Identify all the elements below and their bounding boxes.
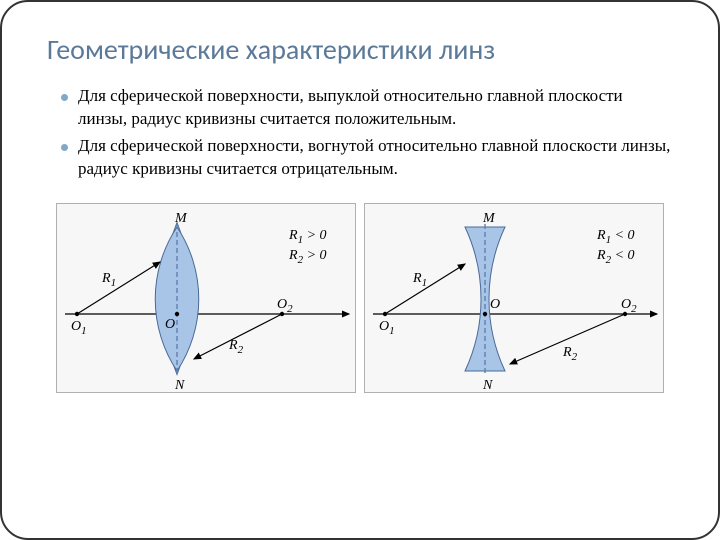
bullet-list: Для сферической поверхности, выпуклой от… (61, 85, 673, 181)
label-O1: O1 (71, 319, 87, 337)
diagram-convex-lens: M N O O1 O2 R1 R2 R1 > 0 R2 > 0 (56, 203, 356, 393)
diagram-row: M N O O1 O2 R1 R2 R1 > 0 R2 > 0 (47, 203, 673, 393)
convex-lens-svg: M N O O1 O2 R1 R2 R1 > 0 R2 > 0 (57, 204, 357, 394)
label-O: O (165, 317, 175, 332)
page-title: Геометрические характеристики линз (47, 32, 673, 67)
label-N: N (174, 378, 185, 393)
label-O2: O2 (277, 297, 293, 315)
ineq-R1-right: R1 < 0 (596, 228, 635, 246)
label-O1-r: O1 (379, 319, 395, 337)
label-M: M (174, 211, 188, 226)
label-R1: R1 (101, 271, 116, 289)
ineq-R1-left: R1 > 0 (288, 228, 327, 246)
bullet-dot-icon (61, 144, 68, 151)
label-R2: R2 (228, 338, 244, 356)
diagram-concave-lens: M N O O1 O2 R1 R2 R1 < 0 R2 < 0 (364, 203, 664, 393)
ineq-R2-left: R2 > 0 (288, 248, 327, 266)
label-R2-r: R2 (562, 345, 578, 363)
concave-lens-svg: M N O O1 O2 R1 R2 R1 < 0 R2 < 0 (365, 204, 665, 394)
label-N-r: N (482, 378, 493, 393)
label-M-r: M (482, 211, 496, 226)
bullet-text: Для сферической поверхности, выпуклой от… (78, 85, 673, 131)
bullet-item: Для сферической поверхности, выпуклой от… (61, 85, 673, 131)
bullet-text: Для сферической поверхности, вогнутой от… (78, 135, 673, 181)
label-O2-r: O2 (621, 297, 637, 315)
bullet-item: Для сферической поверхности, вогнутой от… (61, 135, 673, 181)
ineq-R2-right: R2 < 0 (596, 248, 635, 266)
label-R1-r: R1 (412, 271, 427, 289)
label-O-r: O (490, 297, 500, 312)
bullet-dot-icon (61, 94, 68, 101)
